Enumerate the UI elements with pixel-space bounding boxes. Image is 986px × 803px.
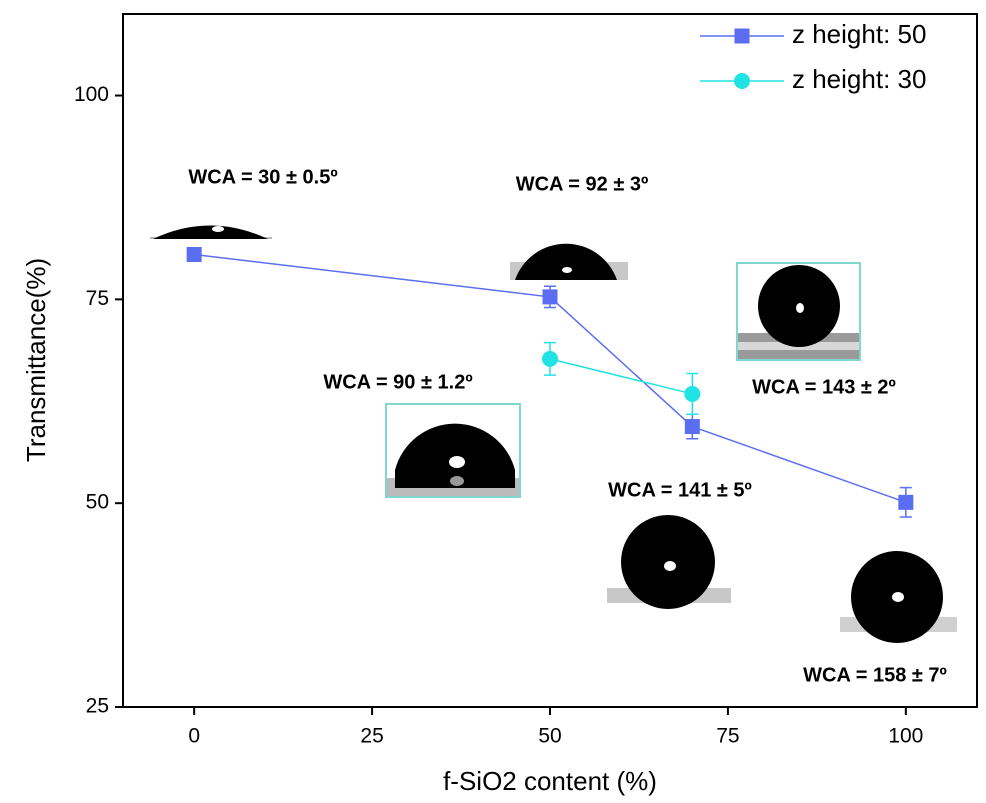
annotation: WCA = 92 ± 3º bbox=[516, 173, 649, 195]
droplet-images bbox=[150, 226, 957, 644]
annotation: WCA = 143 ± 2º bbox=[752, 376, 896, 398]
y-tick-label: 75 bbox=[86, 287, 109, 310]
legend-marker bbox=[735, 29, 750, 44]
chart: f-SiO2 content (%) Transmittance(%) 0 25 5… bbox=[0, 0, 986, 803]
legend-marker bbox=[734, 73, 750, 89]
x-tick-label: 50 bbox=[538, 725, 561, 748]
x-tick-label: 100 bbox=[888, 725, 923, 748]
data-point bbox=[685, 419, 700, 434]
annotation: WCA = 30 ± 0.5º bbox=[188, 166, 337, 188]
legend-label: z height: 30 bbox=[792, 64, 926, 94]
droplet-image bbox=[386, 404, 520, 497]
annotation: WCA = 141 ± 5º bbox=[608, 479, 752, 501]
annotation: WCA = 90 ± 1.2º bbox=[323, 371, 472, 393]
x-axis-title: f-SiO2 content (%) bbox=[443, 766, 657, 796]
y-tick-label: 50 bbox=[86, 491, 109, 514]
data-point bbox=[898, 495, 913, 510]
data-point bbox=[542, 351, 558, 367]
y-tick-label: 25 bbox=[86, 695, 109, 718]
droplet-image bbox=[840, 551, 957, 643]
x-tick-label: 75 bbox=[716, 725, 739, 748]
droplet-image bbox=[510, 244, 628, 280]
series-line bbox=[550, 359, 692, 394]
data-point bbox=[684, 386, 700, 402]
annotation: WCA = 158 ± 7º bbox=[803, 664, 947, 686]
droplet-image bbox=[150, 226, 272, 240]
data-point bbox=[543, 289, 558, 304]
legend-label: z height: 50 bbox=[792, 19, 926, 49]
x-tick-label: 0 bbox=[188, 725, 200, 748]
droplet-image bbox=[737, 263, 860, 360]
y-axis-title: Transmittance(%) bbox=[21, 258, 51, 462]
droplet-image bbox=[607, 515, 731, 609]
x-tick-label: 25 bbox=[360, 725, 383, 748]
y-tick-label: 100 bbox=[74, 83, 109, 106]
data-point bbox=[187, 247, 202, 262]
